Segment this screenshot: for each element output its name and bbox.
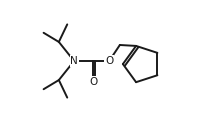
Text: O: O: [105, 56, 113, 66]
Text: O: O: [89, 77, 97, 87]
Text: N: N: [70, 56, 78, 66]
